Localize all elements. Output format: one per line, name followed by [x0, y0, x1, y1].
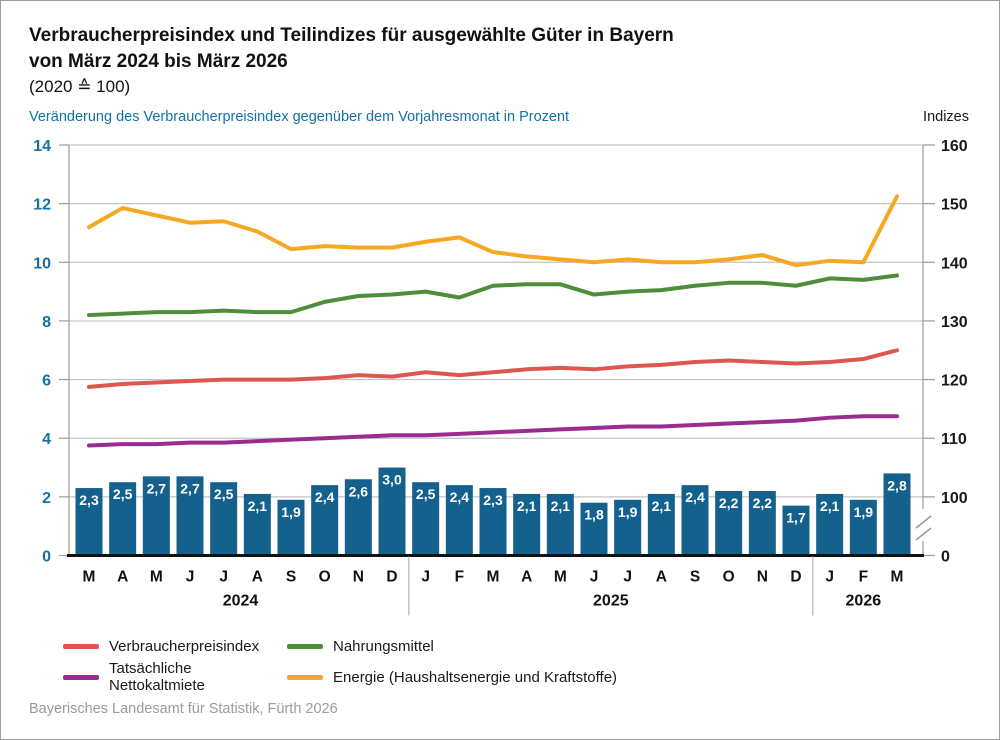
svg-text:2,8: 2,8: [887, 477, 907, 493]
legend-label: Tatsächliche Nettokaltmiete: [109, 660, 205, 694]
svg-text:S: S: [690, 569, 700, 586]
legend-swatch-orange-line-icon: [287, 674, 323, 680]
legend-label: Verbraucherpreisindex: [109, 638, 260, 655]
svg-text:1,9: 1,9: [281, 504, 301, 520]
svg-text:130: 130: [941, 314, 968, 331]
legend-swatch-red-line-icon: [63, 644, 99, 649]
chart-title-line1: Verbraucherpreisindex und Teilindizes fü…: [29, 25, 674, 46]
svg-text:M: M: [554, 569, 567, 586]
svg-text:2,5: 2,5: [416, 486, 436, 502]
svg-text:2,2: 2,2: [719, 495, 739, 511]
title-block: Verbraucherpreisindex und Teilindizes fü…: [29, 23, 674, 99]
svg-text:2,4: 2,4: [685, 489, 705, 505]
svg-text:2024: 2024: [223, 593, 259, 610]
svg-text:2: 2: [42, 490, 51, 507]
svg-text:10: 10: [33, 255, 51, 272]
svg-text:2,1: 2,1: [820, 498, 840, 514]
svg-text:2,4: 2,4: [450, 489, 470, 505]
svg-text:4: 4: [42, 431, 51, 448]
svg-text:F: F: [859, 569, 868, 586]
svg-text:J: J: [186, 569, 195, 586]
svg-text:1,8: 1,8: [584, 507, 604, 523]
svg-text:M: M: [891, 569, 904, 586]
svg-text:2,6: 2,6: [349, 483, 369, 499]
legend-swatch-green-line-icon: [287, 644, 323, 649]
svg-text:A: A: [252, 569, 263, 586]
svg-text:2,5: 2,5: [214, 486, 234, 502]
svg-text:A: A: [656, 569, 667, 586]
svg-text:150: 150: [941, 197, 968, 214]
svg-text:2026: 2026: [846, 593, 882, 610]
left-axis-caption: Veränderung des Verbraucherpreisindex ge…: [29, 109, 570, 125]
svg-text:1,7: 1,7: [786, 510, 806, 526]
legend-item-verbraucherpreisindex: Verbraucherpreisindex: [63, 638, 287, 655]
svg-text:N: N: [353, 569, 364, 586]
svg-text:6: 6: [42, 373, 51, 390]
legend-label: Nahrungsmittel: [333, 638, 434, 655]
chart-title-basis: (2020 ≙ 100): [29, 77, 131, 96]
svg-text:M: M: [487, 569, 500, 586]
svg-text:3,0: 3,0: [382, 472, 402, 488]
chart-title-line2: von März 2024 bis März 2026: [29, 51, 288, 72]
svg-text:2,1: 2,1: [551, 498, 571, 514]
svg-text:J: J: [825, 569, 834, 586]
svg-text:12: 12: [33, 197, 51, 214]
svg-text:O: O: [319, 569, 331, 586]
svg-text:A: A: [521, 569, 532, 586]
legend-label: Energie (Haushaltsenergie und Kraftstoff…: [333, 668, 618, 686]
legend-item-nahrungsmittel: Nahrungsmittel: [287, 638, 617, 655]
legend-swatch-purple-line-icon: [63, 674, 99, 680]
svg-text:120: 120: [941, 373, 968, 390]
svg-text:M: M: [83, 569, 96, 586]
right-axis-caption: Indizes: [923, 109, 969, 125]
svg-text:D: D: [790, 569, 801, 586]
svg-text:M: M: [150, 569, 163, 586]
svg-text:110: 110: [941, 431, 967, 448]
svg-text:100: 100: [941, 490, 968, 507]
svg-text:2025: 2025: [593, 593, 629, 610]
svg-text:2,1: 2,1: [517, 498, 537, 514]
svg-text:2,2: 2,2: [753, 495, 773, 511]
legend-item-energie: Energie (Haushaltsenergie und Kraftstoff…: [287, 660, 617, 694]
svg-text:N: N: [757, 569, 768, 586]
svg-text:2,7: 2,7: [147, 480, 167, 496]
svg-text:0: 0: [42, 549, 51, 566]
svg-text:2,3: 2,3: [79, 492, 99, 508]
svg-text:8: 8: [42, 314, 51, 331]
chart-area: 0 2 4 6 8 10 12 14 0 100 110 120 130 140 150 160 2,3 2,5 2…: [1, 131, 999, 636]
svg-text:A: A: [117, 569, 128, 586]
svg-text:2,7: 2,7: [180, 480, 200, 496]
svg-text:F: F: [455, 569, 464, 586]
svg-text:2,5: 2,5: [113, 486, 133, 502]
svg-text:J: J: [219, 569, 228, 586]
svg-text:140: 140: [941, 255, 968, 272]
svg-text:O: O: [723, 569, 735, 586]
svg-text:D: D: [386, 569, 397, 586]
svg-text:2,1: 2,1: [652, 498, 672, 514]
svg-text:160: 160: [941, 138, 968, 155]
svg-text:0: 0: [941, 549, 950, 566]
svg-text:2,3: 2,3: [483, 492, 503, 508]
svg-text:2,4: 2,4: [315, 489, 335, 505]
svg-text:J: J: [590, 569, 599, 586]
svg-text:1,9: 1,9: [854, 504, 874, 520]
source-note: Bayerisches Landesamt für Statistik, Für…: [29, 701, 338, 717]
legend-item-nettokaltmiete: Tatsächliche Nettokaltmiete: [63, 660, 287, 694]
svg-text:S: S: [286, 569, 296, 586]
svg-text:J: J: [421, 569, 430, 586]
chart-legend: Verbraucherpreisindex Nahrungsmittel Tat…: [63, 638, 617, 694]
svg-text:2,1: 2,1: [248, 498, 268, 514]
svg-text:J: J: [623, 569, 632, 586]
svg-text:14: 14: [33, 138, 51, 155]
svg-text:1,9: 1,9: [618, 504, 638, 520]
